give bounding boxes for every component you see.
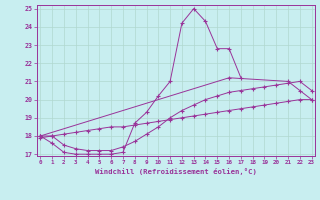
X-axis label: Windchill (Refroidissement éolien,°C): Windchill (Refroidissement éolien,°C) <box>95 168 257 175</box>
